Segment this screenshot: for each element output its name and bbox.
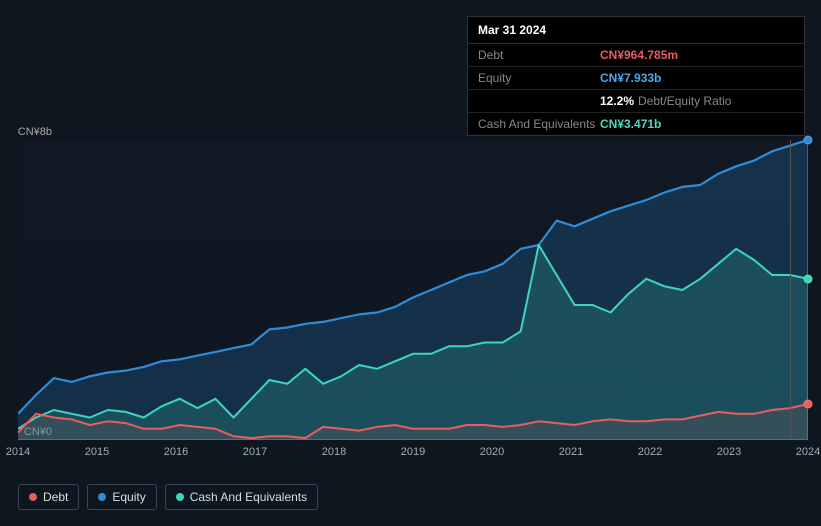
chart-plot-area[interactable]: [18, 140, 808, 440]
x-axis-labels: 2014201520162017201820192020202120222023…: [18, 446, 808, 466]
tooltip-row-label: [478, 94, 600, 108]
tooltip-row-value: CN¥964.785m: [600, 48, 678, 62]
tooltip-row: DebtCN¥964.785m: [468, 44, 804, 67]
tooltip-row-label: Cash And Equivalents: [478, 117, 600, 131]
tooltip-row: EquityCN¥7.933b: [468, 67, 804, 90]
legend-label: Cash And Equivalents: [190, 490, 307, 504]
legend-label: Equity: [112, 490, 145, 504]
legend-dot-icon: [29, 493, 37, 501]
legend-label: Debt: [43, 490, 68, 504]
x-axis-label: 2017: [243, 446, 267, 458]
chart-container: CN¥8b CN¥0 20142015201620172018201920202…: [0, 120, 821, 460]
legend-dot-icon: [98, 493, 106, 501]
tooltip-row: 12.2%Debt/Equity Ratio: [468, 90, 804, 113]
x-axis-label: 2024: [796, 446, 820, 458]
legend-item[interactable]: Debt: [18, 484, 79, 510]
tooltip-row-value: CN¥7.933b: [600, 71, 661, 85]
chart-tooltip: Mar 31 2024 DebtCN¥964.785mEquityCN¥7.93…: [467, 16, 805, 136]
tooltip-row-label: Debt: [478, 48, 600, 62]
x-axis-label: 2019: [401, 446, 425, 458]
tooltip-row: Cash And EquivalentsCN¥3.471b: [468, 113, 804, 135]
x-axis-label: 2023: [717, 446, 741, 458]
tooltip-row-value: 12.2%Debt/Equity Ratio: [600, 94, 731, 108]
legend-item[interactable]: Equity: [87, 484, 156, 510]
y-axis-max-label: CN¥8b: [4, 126, 52, 138]
x-axis-label: 2015: [85, 446, 109, 458]
tooltip-row-suffix: Debt/Equity Ratio: [638, 94, 731, 108]
x-axis-label: 2016: [164, 446, 188, 458]
tooltip-date: Mar 31 2024: [468, 17, 804, 44]
series-end-dot: [804, 136, 813, 145]
x-axis-label: 2021: [559, 446, 583, 458]
chart-legend: Debt Equity Cash And Equivalents: [18, 484, 318, 510]
legend-dot-icon: [176, 493, 184, 501]
series-end-dot: [804, 400, 813, 409]
series-end-dot: [804, 274, 813, 283]
tooltip-row-label: Equity: [478, 71, 600, 85]
x-axis-label: 2020: [480, 446, 504, 458]
legend-item[interactable]: Cash And Equivalents: [165, 484, 318, 510]
tooltip-row-value: CN¥3.471b: [600, 117, 661, 131]
x-axis-label: 2022: [638, 446, 662, 458]
chart-svg: [18, 140, 808, 440]
x-axis-label: 2018: [322, 446, 346, 458]
x-axis-label: 2014: [6, 446, 30, 458]
hover-vertical-line: [790, 140, 791, 439]
